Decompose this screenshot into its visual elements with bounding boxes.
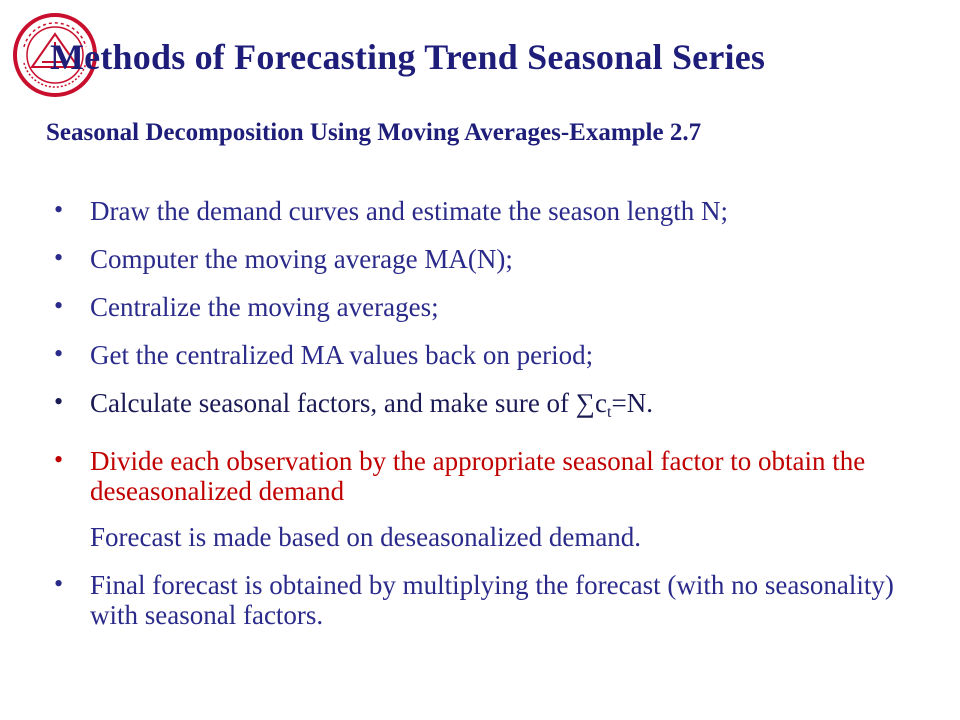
section-heading: Seasonal Decomposition Using Moving Aver…: [46, 119, 702, 146]
bullet-list: • Draw the demand curves and estimate th…: [46, 195, 926, 648]
list-item-text: Calculate seasonal factors, and make sur…: [90, 388, 653, 421]
list-item: • Centralize the moving averages;: [46, 291, 926, 322]
list-item: • Computer the moving average MA(N);: [46, 243, 926, 274]
list-item-text: Centralize the moving averages;: [90, 292, 439, 322]
list-item: • Get the centralized MA values back on …: [46, 339, 926, 370]
list-item-text: Get the centralized MA values back on pe…: [90, 340, 594, 370]
list-item: • Draw the demand curves and estimate th…: [46, 195, 926, 226]
bullet-icon: •: [54, 291, 64, 320]
subscript-t: t: [607, 404, 612, 421]
list-item-text: Divide each observation by the appropria…: [90, 446, 866, 506]
list-item-text: Forecast is made based on deseasonalized…: [90, 522, 642, 552]
page-title: Methods of Forecasting Trend Seasonal Se…: [50, 37, 766, 77]
list-item-highlighted: • Divide each observation by the appropr…: [46, 445, 926, 506]
list-item-continuation: Forecast is made based on deseasonalized…: [46, 522, 926, 552]
list-item-text: Draw the demand curves and estimate the …: [90, 196, 729, 226]
bullet-icon: •: [54, 569, 64, 598]
list-item-text: Final forecast is obtained by multiplyin…: [90, 570, 894, 630]
bullet-icon: •: [54, 445, 64, 474]
bullet-icon: •: [54, 387, 64, 416]
list-item-text: Computer the moving average MA(N);: [90, 244, 513, 274]
university-seal-icon: [13, 13, 97, 97]
list-item: • Final forecast is obtained by multiply…: [46, 569, 926, 630]
bullet-icon: •: [54, 195, 64, 224]
bullet-icon: •: [54, 339, 64, 368]
list-item: • Calculate seasonal factors, and make s…: [46, 387, 926, 428]
bullet-icon: •: [54, 243, 64, 272]
